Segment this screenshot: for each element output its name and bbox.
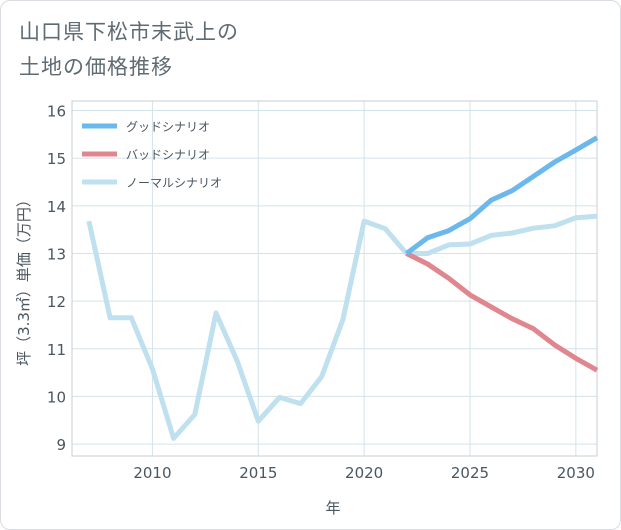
y-tick-label: 12: [47, 293, 66, 311]
y-tick-label: 10: [47, 388, 66, 406]
x-tick-label: 2030: [557, 464, 595, 482]
x-tick-label: 2010: [133, 464, 171, 482]
plot-frame: [71, 100, 598, 457]
series-line-1: [405, 135, 599, 256]
legend-label: グッドシナリオ: [126, 120, 210, 134]
chart-title: 山口県下松市末武上の 土地の価格推移: [19, 15, 239, 85]
title-line-2: 土地の価格推移: [19, 55, 173, 79]
series-line-3: [86, 213, 598, 441]
y-tick-label: 16: [47, 103, 66, 121]
y-axis-label: 坪（3.3㎡）単価（万円）: [15, 192, 33, 366]
y-tick-label: 13: [47, 245, 66, 263]
title-line-1: 山口県下松市末武上の: [19, 20, 239, 44]
y-tick-label: 11: [47, 341, 66, 359]
legend-label: ノーマルシナリオ: [126, 176, 222, 190]
x-tick-labels: 2010 2015 2020 2025 2030: [133, 464, 595, 482]
x-axis-label: 年: [325, 499, 340, 517]
y-tick-label: 15: [47, 150, 66, 168]
y-tick-label: 14: [47, 198, 66, 216]
y-tick-label: 9: [56, 436, 66, 454]
y-tick-labels: 9 10 11 12 13 14 15 16: [47, 103, 66, 455]
x-tick-label: 2020: [345, 464, 383, 482]
x-tick-label: 2025: [451, 464, 489, 482]
legend-label: バッドシナリオ: [126, 148, 210, 162]
series-line-2: [405, 251, 599, 373]
series-lines: [86, 135, 599, 441]
x-tick-label: 2015: [239, 464, 277, 482]
